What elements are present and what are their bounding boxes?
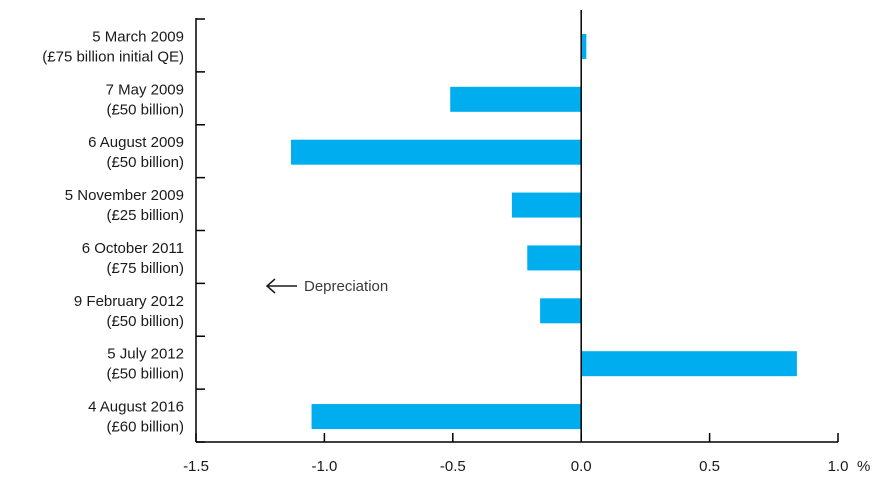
- category-label: 9 February 2012 (£50 billion): [74, 293, 184, 330]
- annotation-layer: Depreciation: [265, 278, 388, 295]
- category-label: 5 March 2009 (£75 billion initial QE): [42, 28, 184, 65]
- bar-1: [450, 86, 582, 112]
- bar-5: [540, 298, 582, 324]
- depreciation-annotation: Depreciation: [304, 278, 388, 295]
- x-tick-labels: -1.5 -1.0 -0.5 0.0 0.5 1.0%: [183, 458, 870, 475]
- category-labels: 5 March 2009 (£75 billion initial QE) 7 Ma…: [42, 28, 184, 435]
- category-label: 5 November 2009 (£25 billion): [65, 187, 184, 224]
- x-tick-label: -0.5: [440, 458, 466, 475]
- x-tick-label: 0.0: [571, 458, 592, 475]
- axes-layer: [195, 10, 839, 443]
- x-tick-label: -1.5: [183, 458, 209, 475]
- bar-6: [581, 351, 797, 377]
- category-label: 6 October 2011 (£75 billion): [82, 240, 184, 277]
- x-unit-label: %: [857, 458, 870, 475]
- category-label: 5 July 2012 (£50 billion): [106, 346, 184, 383]
- bar-7: [311, 404, 582, 430]
- bar-2: [291, 139, 582, 165]
- category-label: 7 May 2009 (£50 billion): [106, 81, 184, 118]
- bar-3: [511, 192, 582, 218]
- x-tick-label: 1.0: [828, 458, 849, 475]
- bars-layer: [291, 33, 797, 430]
- category-label: 6 August 2009 (£50 billion): [88, 134, 184, 171]
- x-tick-label: -1.0: [311, 458, 337, 475]
- bar-4: [527, 245, 582, 271]
- x-tick-label: 0.5: [699, 458, 720, 475]
- bar-0: [581, 33, 587, 59]
- left-arrow-icon: [265, 278, 297, 294]
- category-label: 4 August 2016 (£60 billion): [88, 399, 184, 436]
